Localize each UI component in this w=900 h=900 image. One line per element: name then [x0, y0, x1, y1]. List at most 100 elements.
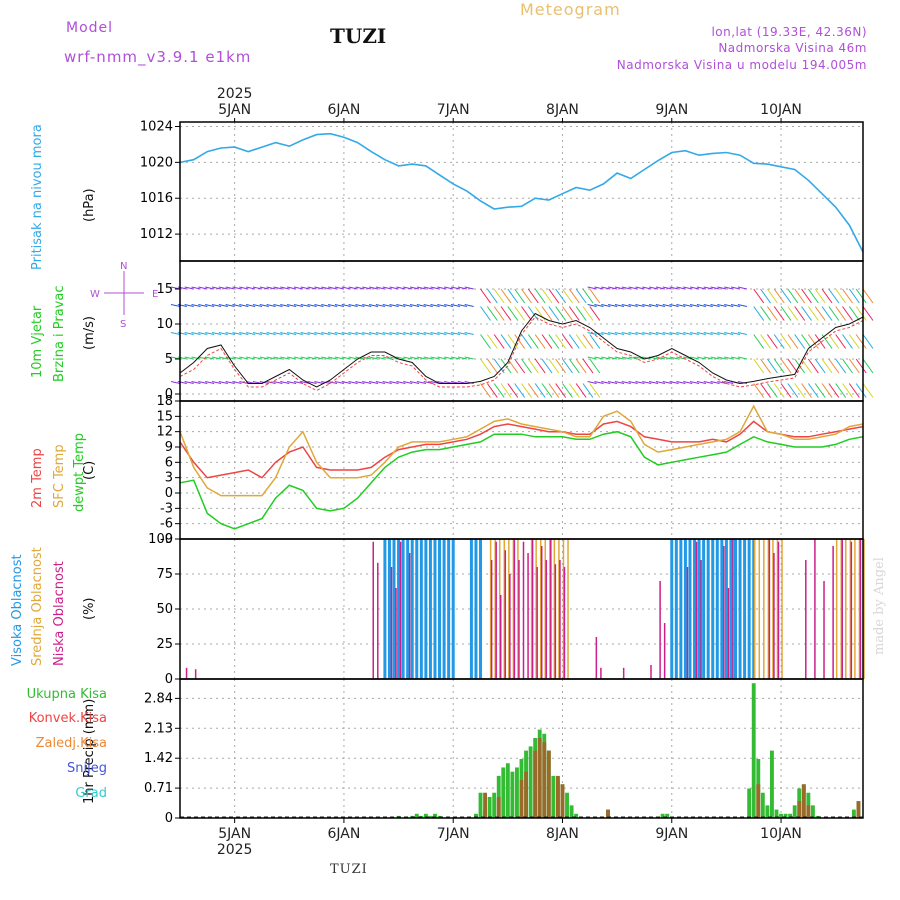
wind-arrow	[225, 286, 235, 290]
wind-arrow	[855, 358, 867, 374]
wind-arrow	[555, 288, 567, 304]
wind-arrow	[527, 383, 539, 398]
wind-arrow	[382, 332, 392, 335]
wind-arrow	[396, 304, 406, 307]
wind-arrow	[259, 332, 269, 335]
wind-arrow	[835, 334, 847, 349]
wind-arrow	[416, 332, 426, 335]
wind-arrow	[266, 304, 276, 307]
wind-arrow	[450, 356, 461, 360]
wind-arrow	[683, 381, 693, 384]
wind-arrow	[608, 332, 618, 335]
wind-arrow	[594, 286, 604, 290]
wind-arrow	[327, 286, 338, 290]
wind-arrow	[621, 286, 631, 290]
temp-unit: (C)	[82, 460, 97, 480]
wind-arrow	[594, 356, 604, 360]
xtick-bottom-9JAN: 9JAN	[655, 826, 688, 842]
grid-layer	[180, 122, 863, 819]
wind-arrow	[293, 286, 304, 290]
wind-arrow	[753, 358, 765, 374]
wind-arrow	[548, 306, 560, 321]
ytick-label-temperature-8: 15	[156, 409, 173, 424]
panel-frame-temperature	[179, 400, 864, 540]
wind-arrow	[575, 306, 587, 321]
wind-arrow	[480, 306, 491, 321]
precip-total-bar	[505, 763, 510, 818]
wind-arrow	[218, 304, 228, 307]
wind-arrow	[548, 288, 560, 304]
xtick-bottom-8JAN: 8JAN	[546, 826, 579, 842]
xtick-top-6JAN: 6JAN	[327, 102, 360, 118]
wind-arrow	[568, 358, 580, 374]
precip-conv-bar	[606, 809, 610, 818]
wind-arrow	[655, 381, 666, 384]
wind-arrow	[862, 288, 874, 304]
wind-arrow	[655, 332, 666, 335]
wind-arrow	[205, 304, 215, 307]
wind-arrow	[368, 381, 379, 384]
ytick-label-wind-1: 5	[165, 352, 173, 367]
wind-arrow	[382, 286, 392, 290]
wind-arrow	[396, 356, 406, 360]
wind-arrow	[341, 381, 351, 384]
wind-arrow	[239, 332, 249, 335]
precip-total-bar	[433, 813, 437, 818]
ytick-label-temperature-4: 3	[165, 471, 173, 486]
wind-arrow	[801, 288, 812, 304]
wind-arrow	[696, 332, 707, 335]
ytick-label-temperature-5: 6	[165, 455, 173, 470]
wind-arrow	[587, 381, 597, 384]
wind-arrow	[293, 304, 304, 307]
precip-conv-bar	[555, 775, 560, 818]
wind-arrow	[280, 286, 290, 290]
wind-arrow	[348, 304, 358, 307]
wind-arrow	[855, 334, 867, 349]
ytick-label-cloud-1: 25	[156, 637, 173, 652]
wind-arrow	[198, 381, 208, 384]
wind-arrow	[480, 383, 491, 398]
precip-total-bar	[474, 813, 478, 818]
wind-arrow	[423, 381, 433, 384]
wind-arrow	[855, 383, 867, 398]
wind-arrow	[280, 304, 290, 307]
temp-ylabel: 2m Temp	[30, 448, 45, 508]
wind-arrow	[327, 381, 338, 384]
ytick-label-wind-3: 15	[156, 282, 173, 297]
wind-arrow	[760, 334, 771, 349]
wind-arrow	[500, 288, 512, 304]
wind-arrow	[334, 304, 345, 307]
wind-arrow	[541, 383, 553, 398]
wind-arrow	[862, 358, 874, 374]
wind-arrow	[662, 332, 672, 335]
wind-arrow	[848, 334, 860, 349]
ytick-label-cloud-4: 100	[148, 532, 173, 547]
wind-arrow	[521, 358, 532, 374]
wind-arrow	[842, 358, 853, 374]
precip-conv-bar	[496, 796, 501, 818]
wind-arrow	[375, 304, 386, 307]
wind-arrow	[184, 286, 194, 290]
precip-total-bar	[851, 809, 856, 818]
wind-arrow	[683, 286, 693, 290]
wind-arrow	[683, 304, 693, 307]
wind-arrow	[801, 383, 812, 398]
wind-arrow	[753, 334, 765, 349]
precip-total-bar	[423, 813, 428, 818]
wind-arrow	[409, 286, 420, 290]
wind-arrows	[170, 286, 874, 398]
ytick-label-temperature-3: 0	[165, 486, 173, 501]
wind-arrow	[696, 356, 707, 360]
wind-arrow	[450, 332, 461, 335]
wind-arrow	[614, 286, 625, 290]
wind-arrow	[635, 304, 645, 307]
wind-arrow	[737, 304, 747, 307]
wind-arrow	[341, 332, 351, 335]
wind-arrow	[273, 356, 283, 360]
ytick-label-pressure-1: 1016	[140, 191, 173, 206]
wind-arrow	[601, 286, 611, 290]
wind-arrow	[252, 332, 263, 335]
wind-speed-line	[179, 312, 864, 388]
wind-arrow	[437, 332, 447, 335]
model-label: Model	[66, 20, 114, 36]
